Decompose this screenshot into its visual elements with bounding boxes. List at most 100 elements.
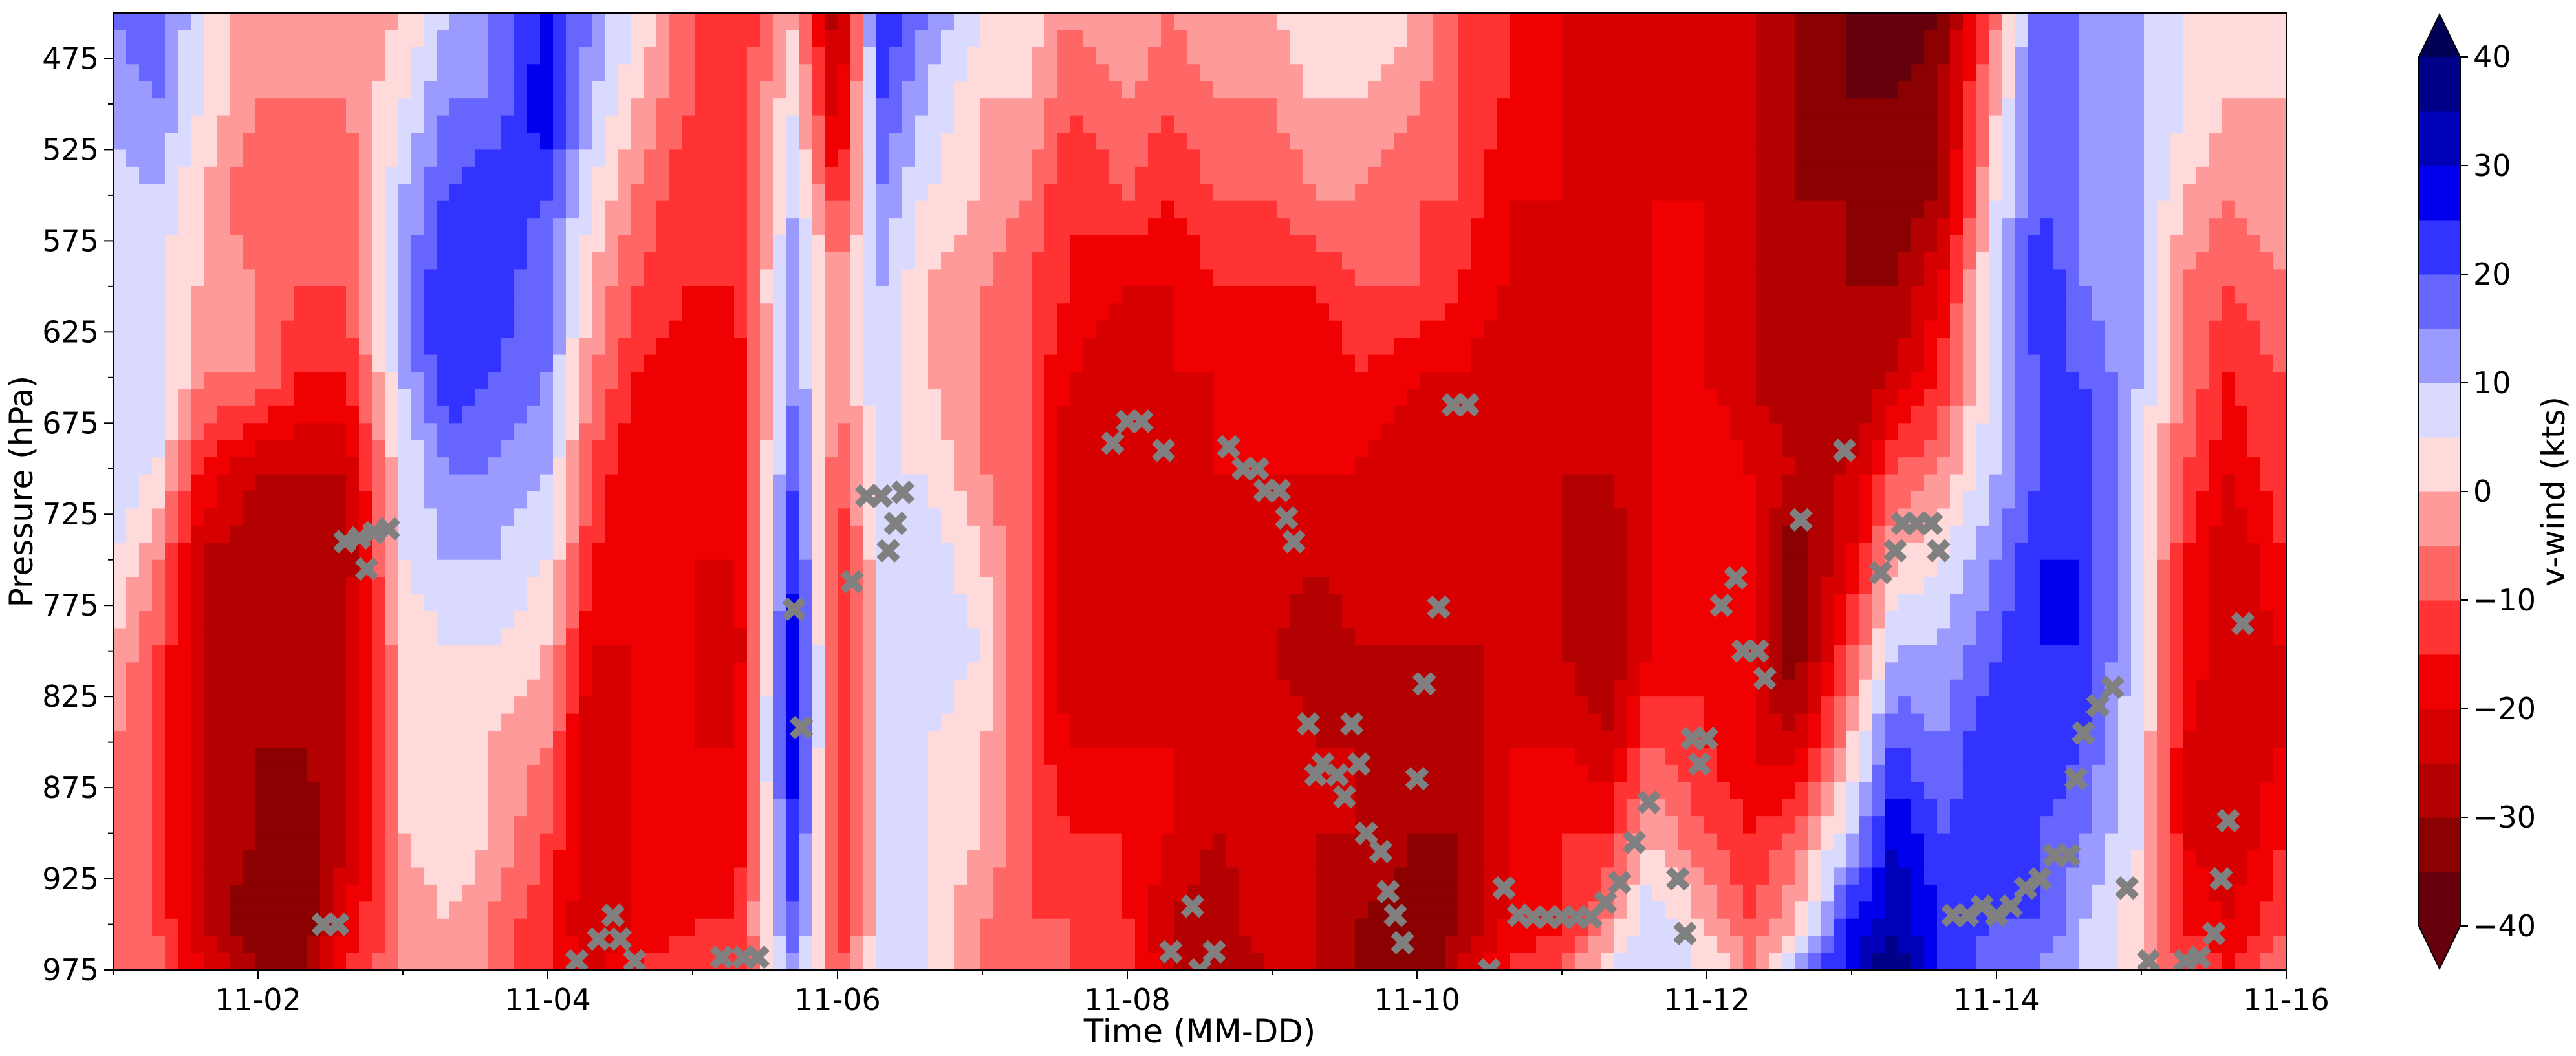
contour-cell xyxy=(812,200,825,219)
contour-cell xyxy=(1251,320,1265,338)
contour-cell xyxy=(579,252,592,270)
contour-cell xyxy=(1239,577,1252,595)
contour-cell xyxy=(165,166,179,184)
contour-cell xyxy=(682,184,696,202)
contour-cell xyxy=(695,389,709,407)
contour-cell xyxy=(540,662,554,680)
contour-cell xyxy=(760,64,774,82)
contour-cell xyxy=(333,200,347,219)
contour-cell xyxy=(139,611,153,629)
contour-cell xyxy=(812,474,825,492)
contour-cell xyxy=(307,252,321,270)
contour-cell xyxy=(592,440,605,458)
contour-cell xyxy=(747,320,761,338)
contour-cell xyxy=(320,423,334,441)
contour-cell xyxy=(398,252,411,270)
contour-cell xyxy=(825,611,838,629)
contour-cell xyxy=(217,748,230,766)
contour-cell xyxy=(644,98,657,116)
contour-cell xyxy=(294,184,308,202)
contour-cell xyxy=(1251,543,1265,561)
contour-cell xyxy=(320,457,334,475)
contour-cell xyxy=(126,764,140,782)
contour-cell xyxy=(113,936,127,954)
contour-cell xyxy=(1032,47,1045,65)
contour-cell xyxy=(1200,64,1213,82)
contour-cell xyxy=(449,218,463,236)
contour-cell xyxy=(255,354,269,372)
contour-cell xyxy=(1109,799,1123,817)
contour-cell xyxy=(592,423,605,441)
contour-cell xyxy=(217,269,230,287)
contour-cell xyxy=(631,149,644,167)
contour-cell xyxy=(527,850,541,868)
contour-cell xyxy=(527,543,541,561)
contour-cell xyxy=(928,64,942,82)
contour-cell xyxy=(139,440,153,458)
contour-cell xyxy=(941,303,955,321)
contour-cell xyxy=(255,491,269,510)
contour-cell xyxy=(152,149,166,167)
contour-cell xyxy=(294,474,308,492)
contour-cell xyxy=(204,286,217,304)
contour-cell xyxy=(462,559,476,577)
contour-cell xyxy=(1044,133,1058,151)
contour-cell xyxy=(863,166,877,184)
contour-cell xyxy=(682,354,696,372)
contour-cell xyxy=(889,133,903,151)
contour-cell xyxy=(411,764,424,782)
contour-cell xyxy=(656,354,670,372)
contour-cell xyxy=(385,577,398,595)
contour-cell xyxy=(1006,354,1019,372)
contour-cell xyxy=(760,98,774,116)
contour-cell xyxy=(1161,47,1174,65)
contour-cell xyxy=(113,816,127,834)
contour-cell xyxy=(682,577,696,595)
contour-cell xyxy=(734,850,748,868)
contour-cell xyxy=(695,303,709,321)
contour-cell xyxy=(993,235,1006,253)
contour-cell xyxy=(1109,525,1123,543)
contour-cell xyxy=(139,235,153,253)
contour-cell xyxy=(838,662,851,680)
contour-cell xyxy=(165,13,179,31)
contour-cell xyxy=(773,457,786,475)
contour-cell xyxy=(268,389,282,407)
contour-cell xyxy=(721,184,735,202)
contour-cell xyxy=(1032,782,1045,800)
contour-cell xyxy=(268,286,282,304)
contour-cell xyxy=(1006,338,1019,356)
contour-cell xyxy=(1200,30,1213,48)
contour-cell xyxy=(527,867,541,885)
contour-cell xyxy=(411,235,424,253)
contour-cell xyxy=(993,115,1006,133)
contour-cell xyxy=(915,474,929,492)
contour-cell xyxy=(540,303,554,321)
contour-cell xyxy=(191,389,204,407)
contour-cell xyxy=(656,218,670,236)
contour-cell xyxy=(449,457,463,475)
contour-cell xyxy=(838,235,851,253)
contour-cell xyxy=(902,696,916,715)
contour-cell xyxy=(1174,354,1187,372)
contour-cell xyxy=(411,867,424,885)
contour-cell xyxy=(902,679,916,697)
contour-cell xyxy=(385,799,398,817)
contour-cell xyxy=(1148,696,1162,715)
contour-cell xyxy=(540,423,554,441)
contour-cell xyxy=(618,764,631,782)
contour-cell xyxy=(592,372,605,390)
contour-cell xyxy=(243,713,256,731)
contour-cell xyxy=(165,918,179,936)
contour-cell xyxy=(385,782,398,800)
contour-cell xyxy=(346,235,360,253)
contour-cell xyxy=(644,389,657,407)
contour-cell xyxy=(540,200,554,219)
contour-cell xyxy=(993,474,1006,492)
contour-cell xyxy=(1135,149,1149,167)
contour-cell xyxy=(475,543,489,561)
contour-cell xyxy=(747,901,761,920)
contour-cell xyxy=(1161,491,1174,510)
contour-cell xyxy=(695,884,709,902)
contour-cell xyxy=(747,645,761,663)
